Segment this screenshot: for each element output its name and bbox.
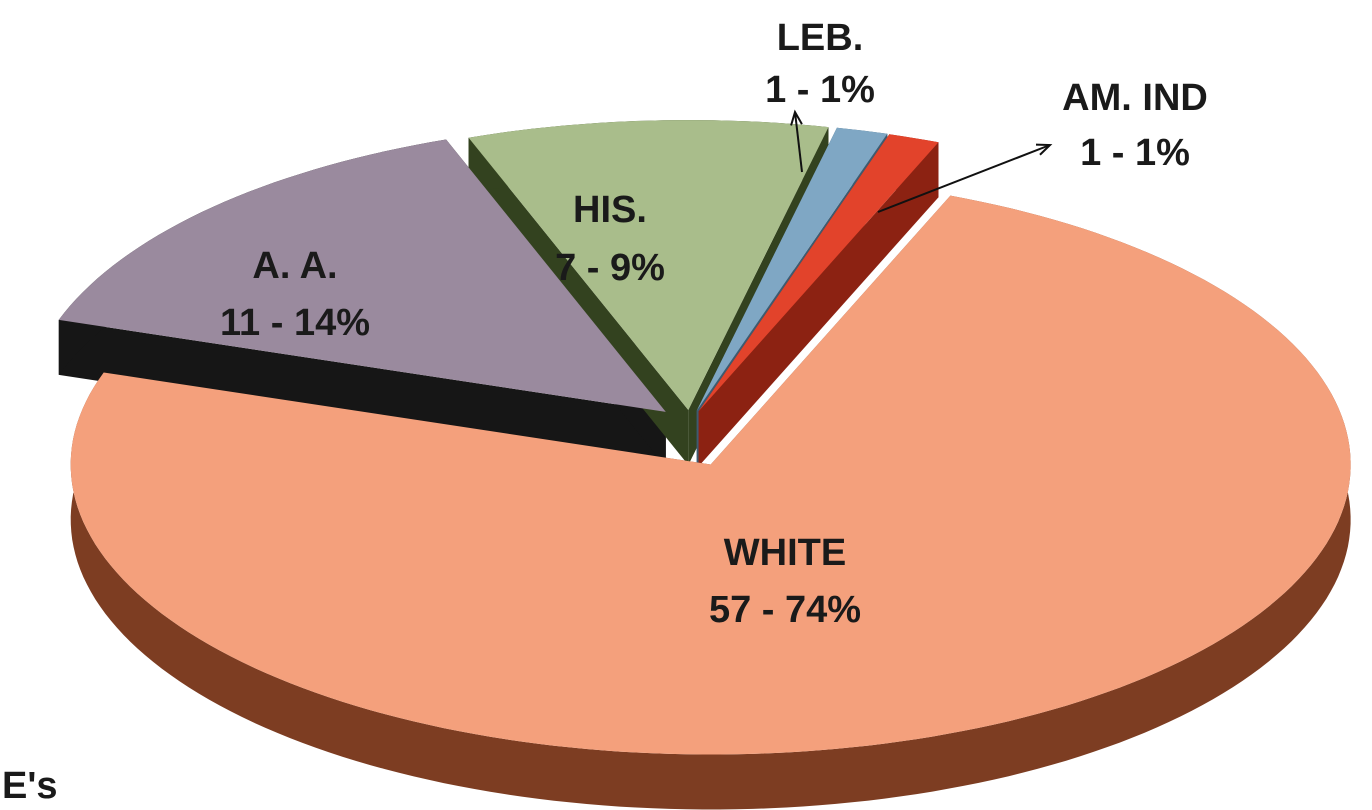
slice <box>468 120 829 410</box>
slice-value-label: 1 - 1% <box>1080 132 1190 174</box>
slice <box>696 127 888 411</box>
slice-value-label: 7 - 9% <box>555 247 665 289</box>
slice-value-label: 57 - 74% <box>709 589 861 631</box>
arrow-head <box>1035 143 1053 156</box>
slice-label: AM. IND <box>1062 77 1208 119</box>
slice <box>698 134 939 412</box>
arrow-head <box>790 109 803 126</box>
slice-value-label: 11 - 14% <box>220 302 370 344</box>
footnote: E's <box>2 765 58 807</box>
leader-line <box>877 144 1051 213</box>
slice-label: WHITE <box>724 532 846 574</box>
slice-label: LEB. <box>777 17 864 59</box>
slice-side <box>58 319 666 467</box>
labels: WHITE 57 - 74% A. A. 11 - 14% HIS. 7 - 9% LEB.… <box>220 17 1208 631</box>
leader-line <box>794 111 803 173</box>
slice-side <box>698 142 939 467</box>
slice-label: HIS. <box>573 189 647 231</box>
slice-tops <box>58 120 1351 755</box>
slice-value-label: 1 - 1% <box>765 69 875 111</box>
slice <box>70 195 1351 755</box>
slice <box>58 139 666 412</box>
slice-label: A. A. <box>252 245 337 287</box>
